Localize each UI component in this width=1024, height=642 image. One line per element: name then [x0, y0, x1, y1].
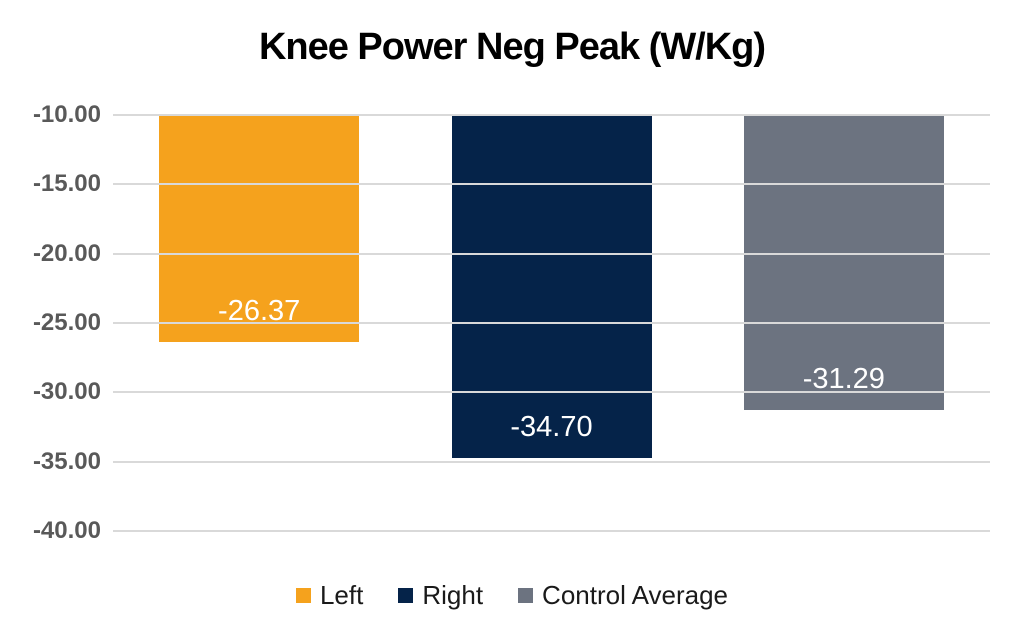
gridline	[113, 252, 990, 255]
legend-swatch-icon	[398, 587, 414, 603]
gridline	[113, 183, 990, 186]
bar-data-label: -31.29	[802, 363, 885, 396]
y-axis-tick-label: -30.00	[32, 378, 101, 406]
gridline	[113, 460, 990, 463]
legend: Left Right Control Average	[0, 579, 1024, 611]
y-axis-tick-label: -40.00	[32, 517, 101, 544]
gridline	[113, 322, 990, 324]
legend-label: Right	[422, 579, 484, 610]
bar-left[interactable]: -26.37	[159, 115, 360, 342]
gridline	[113, 114, 990, 116]
legend-item-left[interactable]: Left	[295, 579, 364, 611]
legend-swatch-icon	[518, 587, 534, 603]
y-axis-tick-label: -10.00	[32, 101, 101, 128]
legend-item-control-average[interactable]: Control Average	[518, 580, 728, 611]
legend-item-right[interactable]: Right	[398, 580, 483, 611]
gridline	[113, 530, 990, 532]
bar-data-label: -26.37	[218, 294, 301, 327]
legend-swatch-icon	[295, 587, 311, 603]
y-axis-tick-label: -25.00	[32, 309, 101, 336]
chart-title: Knee Power Neg Peak (W/Kg)	[258, 26, 766, 68]
bar-right[interactable]: -34.70	[451, 115, 652, 458]
legend-label: Left	[319, 579, 364, 610]
legend-label: Control Average	[542, 579, 729, 610]
gridline	[113, 391, 990, 394]
bar-control-average[interactable]: -31.29	[743, 115, 944, 411]
y-axis-tick-label: -20.00	[32, 239, 101, 267]
y-axis-tick-label: -15.00	[32, 170, 101, 198]
bar-data-label: -34.70	[510, 410, 593, 443]
y-axis-tick-label: -35.00	[32, 447, 101, 475]
